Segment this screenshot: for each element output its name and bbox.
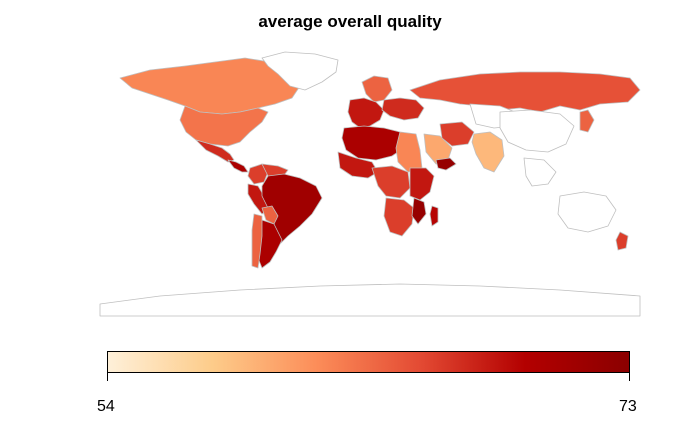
region-east-africa bbox=[409, 167, 435, 201]
region-yemen bbox=[435, 157, 457, 171]
region-central-america bbox=[227, 159, 249, 173]
legend-max-label: 73 bbox=[619, 398, 637, 415]
region-canada bbox=[119, 57, 301, 115]
region-greenland bbox=[261, 51, 339, 91]
region-japan bbox=[579, 109, 595, 133]
region-eastern-europe bbox=[381, 97, 425, 121]
region-southern-africa bbox=[383, 197, 415, 237]
region-bolivia bbox=[261, 205, 279, 225]
region-united-states bbox=[179, 105, 269, 147]
region-madagascar bbox=[429, 205, 439, 227]
region-west-africa bbox=[337, 151, 379, 179]
region-central-africa bbox=[371, 165, 411, 199]
map-title: average overall quality bbox=[258, 12, 442, 31]
region-mozambique bbox=[411, 197, 427, 225]
region-western-europe bbox=[347, 97, 385, 129]
region-chile bbox=[251, 213, 263, 269]
region-southeast-asia bbox=[523, 157, 557, 187]
region-north-africa bbox=[341, 125, 405, 161]
region-russia bbox=[409, 71, 641, 113]
color-scale-bar bbox=[107, 351, 630, 373]
region-egypt-sudan bbox=[395, 131, 423, 173]
legend-tick-min bbox=[107, 373, 108, 381]
region-india bbox=[471, 131, 505, 173]
region-scandinavia bbox=[361, 75, 393, 103]
region-iran bbox=[439, 121, 475, 147]
region-antarctica bbox=[99, 283, 641, 317]
region-china bbox=[499, 109, 575, 153]
region-australia bbox=[557, 191, 617, 233]
region-mexico bbox=[195, 139, 235, 163]
legend-tick-max bbox=[629, 373, 630, 381]
region-brazil bbox=[261, 173, 323, 245]
region-new-zealand bbox=[615, 231, 629, 251]
world-choropleth-map bbox=[99, 51, 641, 317]
legend-min-label: 54 bbox=[97, 398, 115, 415]
